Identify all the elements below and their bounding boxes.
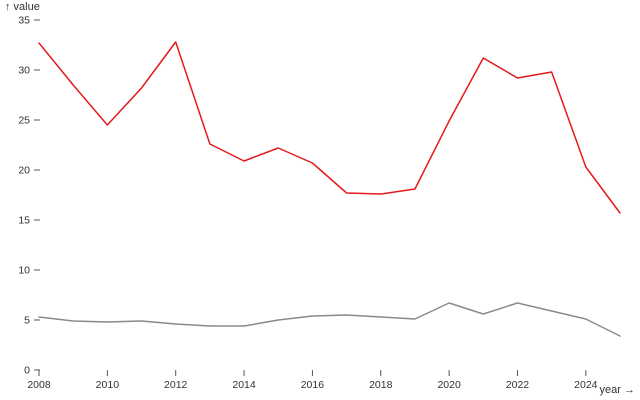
y-tick-label: 25 [18, 115, 30, 127]
x-tick-label: 2020 [437, 379, 461, 391]
y-tick-label: 0 [24, 365, 30, 377]
x-tick-label: 2012 [164, 379, 188, 391]
x-tick-label: 2022 [506, 379, 530, 391]
x-tick-label: 2010 [96, 379, 120, 391]
x-tick-label: 2016 [301, 379, 325, 391]
y-tick-label: 30 [18, 65, 30, 77]
x-axis-title: year → [599, 384, 635, 396]
y-tick-label: 15 [18, 215, 30, 227]
x-tick-label: 2018 [369, 379, 393, 391]
x-tick-label: 2024 [574, 379, 598, 391]
y-tick-label: 5 [24, 315, 30, 327]
y-tick-label: 10 [18, 265, 30, 277]
x-tick-label: 2008 [27, 379, 51, 391]
x-tick-label: 2014 [232, 379, 256, 391]
y-tick-label: 35 [18, 15, 30, 27]
gray-series-line [38, 302, 621, 337]
red-series-line [38, 41, 621, 214]
y-tick-label: 20 [18, 165, 30, 177]
y-axis-title: ↑ value [5, 1, 40, 13]
